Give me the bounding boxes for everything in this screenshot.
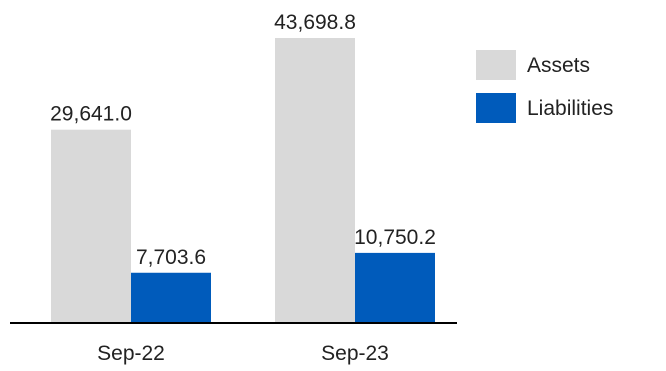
- data-label-assets-sep-22: 29,641.0: [50, 103, 132, 126]
- x-tick-label: Sep-22: [97, 342, 165, 365]
- bar-assets-sep-23: [275, 38, 355, 323]
- bars-layer: [51, 38, 435, 323]
- legend-swatch-liabilities: [476, 93, 516, 123]
- bar-liabilities-sep-23: [355, 252, 435, 323]
- legend: Assets Liabilities: [476, 50, 613, 123]
- data-label-liabilities-sep-22: 7,703.6: [136, 246, 206, 269]
- bar-assets-sep-22: [51, 129, 131, 323]
- x-tick-label: Sep-23: [321, 342, 389, 365]
- data-labels-layer: 29,641.0 7,703.6 43,698.8 10,750.2: [50, 11, 436, 269]
- x-tick-labels: Sep-22 Sep-23: [97, 342, 389, 365]
- legend-label-assets: Assets: [527, 54, 590, 77]
- data-label-assets-sep-23: 43,698.8: [274, 11, 356, 34]
- data-label-liabilities-sep-23: 10,750.2: [354, 226, 436, 249]
- bar-liabilities-sep-22: [131, 272, 211, 323]
- legend-swatch-assets: [476, 50, 516, 80]
- legend-label-liabilities: Liabilities: [527, 97, 613, 120]
